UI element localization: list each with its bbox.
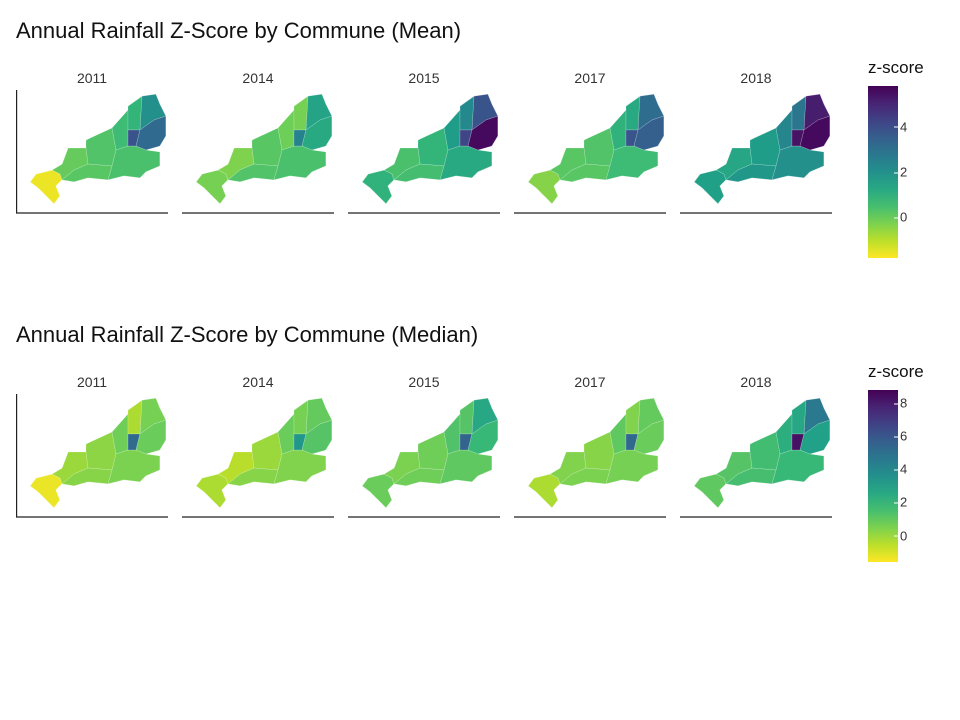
facet-2017: 2017 [514, 62, 666, 222]
niger-choropleth-map [182, 93, 334, 214]
color-legend: z-score 8 6 4 2 0 [864, 358, 954, 568]
niger-choropleth-map [16, 90, 168, 214]
legend-tick-label: 2 [893, 164, 908, 180]
commune-region-c [417, 431, 449, 471]
facet-year-label: 2015 [408, 70, 440, 86]
commune-region-se [439, 145, 493, 181]
commune-region-se [273, 449, 327, 485]
facet-year-label: 2018 [740, 70, 772, 86]
commune-region-c [251, 127, 283, 167]
country-outline [29, 93, 167, 205]
facet-year-label: 2018 [740, 374, 772, 390]
legend-tick-label: 4 [893, 461, 908, 477]
facet-year-label: 2017 [574, 374, 606, 390]
commune-region-se [771, 449, 825, 485]
country-outline [693, 397, 831, 509]
country-outline [361, 93, 499, 205]
legend-tick-label: 0 [893, 209, 908, 225]
commune-region-c [583, 431, 615, 471]
commune-region-c [85, 127, 117, 167]
niger-choropleth-map [348, 93, 500, 214]
facet-year-label: 2014 [242, 70, 274, 86]
niger-choropleth-map [680, 93, 832, 214]
facet-2018: 2018 [680, 62, 832, 222]
commune-region-se [605, 145, 659, 181]
legend-tick-label: 4 [893, 119, 908, 135]
facet-2017: 2017 [514, 366, 666, 526]
niger-choropleth-map [182, 397, 334, 518]
facet-year-label: 2015 [408, 374, 440, 390]
facet-2014: 2014 [182, 366, 334, 526]
commune-region-se [605, 449, 659, 485]
country-outline [527, 397, 665, 509]
facet-2011: 2011 [16, 366, 168, 526]
facet-year-label: 2011 [76, 374, 108, 390]
commune-region-se [439, 449, 493, 485]
commune-region-se [107, 449, 161, 485]
niger-choropleth-map [514, 93, 666, 214]
facet-2015: 2015 [348, 366, 500, 526]
legend-title: z-score [868, 58, 924, 77]
commune-region-c [583, 127, 615, 167]
commune-region-se [273, 145, 327, 181]
commune-region-c [251, 431, 283, 471]
country-outline [195, 93, 333, 205]
commune-region-c [749, 127, 781, 167]
niger-choropleth-map [680, 397, 832, 518]
median-panel: Annual Rainfall Z-Score by Commune (Medi… [0, 304, 960, 604]
legend-tick-label: 8 [893, 395, 908, 411]
niger-choropleth-map [348, 397, 500, 518]
color-legend: z-score 4 2 0 [864, 54, 954, 264]
commune-region-c [417, 127, 449, 167]
facet-2015: 2015 [348, 62, 500, 222]
country-outline [527, 93, 665, 205]
legend-colorbar [868, 86, 898, 258]
mean-panel: Annual Rainfall Z-Score by Commune (Mean… [0, 0, 960, 300]
legend-tick-label: 6 [893, 428, 908, 444]
facet-year-label: 2017 [574, 70, 606, 86]
commune-region-se [107, 145, 161, 181]
panel-title: Annual Rainfall Z-Score by Commune (Mean… [16, 18, 462, 43]
niger-choropleth-map [514, 397, 666, 518]
facet-2011: 2011 [16, 62, 168, 222]
facet-2018: 2018 [680, 366, 832, 526]
country-outline [693, 93, 831, 205]
country-outline [361, 397, 499, 509]
legend-tick-label: 0 [893, 528, 908, 544]
facet-2014: 2014 [182, 62, 334, 222]
commune-region-c [749, 431, 781, 471]
niger-choropleth-map [16, 394, 168, 518]
facet-year-label: 2011 [76, 70, 108, 86]
country-outline [195, 397, 333, 509]
country-outline [29, 397, 167, 509]
commune-region-se [771, 145, 825, 181]
facet-year-label: 2014 [242, 374, 274, 390]
legend-colorbar [868, 390, 898, 562]
legend-title: z-score [868, 362, 924, 381]
panel-title: Annual Rainfall Z-Score by Commune (Medi… [16, 322, 479, 347]
legend-tick-label: 2 [893, 494, 908, 510]
commune-region-c [85, 431, 117, 471]
